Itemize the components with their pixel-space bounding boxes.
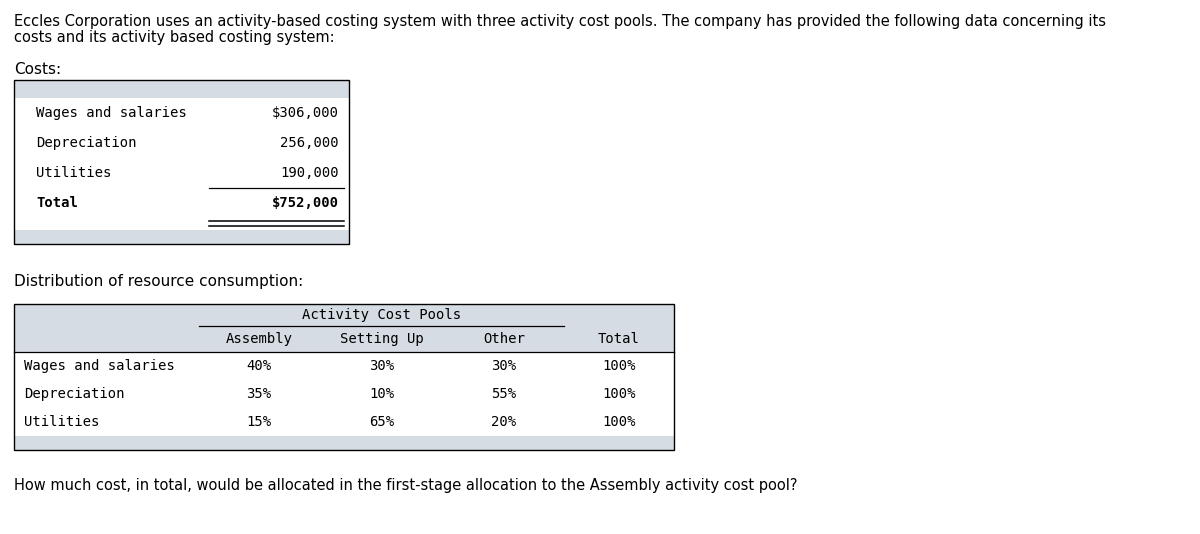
Bar	[14, 436, 674, 450]
Bar	[14, 408, 674, 436]
Bar	[14, 80, 349, 98]
Bar	[14, 98, 349, 128]
Text: Assembly: Assembly	[226, 332, 293, 346]
Text: 100%: 100%	[602, 415, 636, 429]
Text: costs and its activity based costing system:: costs and its activity based costing sys…	[14, 30, 335, 45]
Text: 30%: 30%	[368, 359, 394, 373]
Text: $752,000: $752,000	[272, 196, 340, 210]
Text: 190,000: 190,000	[281, 166, 340, 180]
Text: Wages and salaries: Wages and salaries	[24, 359, 175, 373]
Bar	[14, 80, 349, 244]
Bar	[14, 326, 674, 352]
Text: 10%: 10%	[368, 387, 394, 401]
Text: Total: Total	[598, 332, 640, 346]
Text: 256,000: 256,000	[281, 136, 340, 150]
Text: 30%: 30%	[492, 359, 516, 373]
Text: Setting Up: Setting Up	[340, 332, 424, 346]
Text: Distribution of resource consumption:: Distribution of resource consumption:	[14, 274, 304, 289]
Text: 55%: 55%	[492, 387, 516, 401]
Text: Eccles Corporation uses an activity-based costing system with three activity cos: Eccles Corporation uses an activity-base…	[14, 14, 1106, 29]
Bar	[14, 352, 674, 380]
Bar	[14, 304, 674, 326]
Text: Depreciation: Depreciation	[36, 136, 137, 150]
Bar	[14, 188, 349, 218]
Bar	[14, 230, 349, 244]
Text: 100%: 100%	[602, 359, 636, 373]
Text: Costs:: Costs:	[14, 62, 61, 77]
Text: 35%: 35%	[246, 387, 271, 401]
Bar	[14, 380, 674, 408]
Text: 20%: 20%	[492, 415, 516, 429]
Text: Activity Cost Pools: Activity Cost Pools	[302, 308, 461, 322]
Bar	[14, 128, 349, 158]
Text: 40%: 40%	[246, 359, 271, 373]
Text: Other: Other	[484, 332, 524, 346]
Text: $306,000: $306,000	[272, 106, 340, 120]
Text: 15%: 15%	[246, 415, 271, 429]
Text: 65%: 65%	[368, 415, 394, 429]
Text: Utilities: Utilities	[24, 415, 100, 429]
Text: Wages and salaries: Wages and salaries	[36, 106, 187, 120]
Bar	[14, 158, 349, 188]
Text: Utilities: Utilities	[36, 166, 112, 180]
Text: 100%: 100%	[602, 387, 636, 401]
Bar	[14, 304, 674, 450]
Text: Total: Total	[36, 196, 78, 210]
Text: How much cost, in total, would be allocated in the first-stage allocation to the: How much cost, in total, would be alloca…	[14, 478, 798, 493]
Text: Depreciation: Depreciation	[24, 387, 125, 401]
